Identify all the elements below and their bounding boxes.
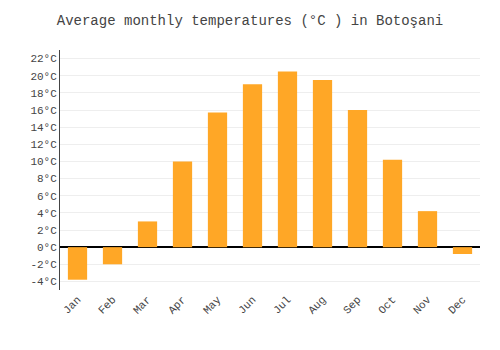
svg-text:2°C: 2°C <box>37 225 57 237</box>
svg-text:Feb: Feb <box>96 294 118 316</box>
svg-text:6°C: 6°C <box>37 191 57 203</box>
svg-text:Sep: Sep <box>341 294 363 316</box>
svg-text:Jan: Jan <box>61 294 83 316</box>
svg-text:Dec: Dec <box>446 294 468 316</box>
svg-text:-2°C: -2°C <box>30 259 57 271</box>
svg-text:-4°C: -4°C <box>30 276 57 288</box>
svg-text:12°C: 12°C <box>30 139 57 151</box>
svg-text:8°C: 8°C <box>37 173 57 185</box>
svg-text:Mar: Mar <box>131 294 153 316</box>
svg-text:Average monthly temperatures (: Average monthly temperatures (°C ) in Bo… <box>57 13 443 29</box>
svg-text:4°C: 4°C <box>37 208 57 220</box>
svg-text:Aug: Aug <box>306 294 328 316</box>
svg-text:May: May <box>201 294 224 317</box>
svg-text:Oct: Oct <box>376 294 398 316</box>
svg-text:18°C: 18°C <box>30 88 57 100</box>
svg-text:16°C: 16°C <box>30 105 57 117</box>
svg-text:Apr: Apr <box>166 294 188 316</box>
svg-text:Nov: Nov <box>411 294 434 317</box>
svg-text:0°C: 0°C <box>37 242 57 254</box>
svg-text:20°C: 20°C <box>30 71 57 83</box>
svg-text:Jul: Jul <box>271 294 293 316</box>
svg-text:22°C: 22°C <box>30 53 57 65</box>
svg-text:Jun: Jun <box>236 294 258 316</box>
svg-text:14°C: 14°C <box>30 122 57 134</box>
svg-text:10°C: 10°C <box>30 156 57 168</box>
